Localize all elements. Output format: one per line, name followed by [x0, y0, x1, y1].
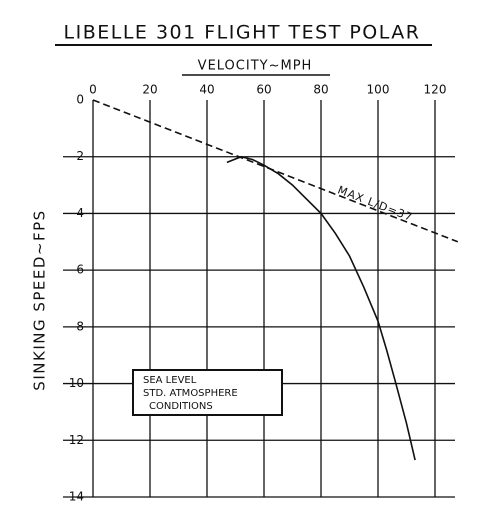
note-line: STD. ATMOSPHERE — [143, 388, 238, 399]
note-box: SEA LEVEL STD. ATMOSPHERE CONDITIONS — [132, 369, 283, 416]
x-tick-label: 80 — [313, 83, 328, 97]
y-tick-label: 8 — [76, 319, 84, 333]
x-tick-label: 100 — [367, 83, 390, 97]
polar-curve — [226, 155, 416, 461]
y-tick-label: 10 — [69, 376, 84, 390]
x-axis-label: VELOCITY~MPH — [198, 59, 313, 74]
y-tick-label: 0 — [76, 93, 84, 107]
x-tick-label: 60 — [256, 83, 271, 97]
note-line: CONDITIONS — [149, 401, 213, 412]
note-frame — [132, 369, 283, 416]
y-tick-label: 4 — [76, 206, 84, 220]
chart-title: LIBELLE 301 FLIGHT TEST POLAR — [64, 22, 421, 44]
y-tick-label: 2 — [76, 149, 84, 163]
x-tick-label: 20 — [142, 83, 157, 97]
x-tick-label: 40 — [199, 83, 214, 97]
x-tick-label: 120 — [424, 83, 447, 97]
x-tick-label: 0 — [89, 83, 97, 97]
note-line: SEA LEVEL — [143, 375, 197, 386]
y-axis-label: SINKING SPEED~FPS — [31, 209, 49, 390]
y-tick-label: 12 — [69, 433, 84, 447]
y-tick-label: 6 — [76, 263, 84, 277]
y-tick-label: 14 — [69, 490, 84, 504]
